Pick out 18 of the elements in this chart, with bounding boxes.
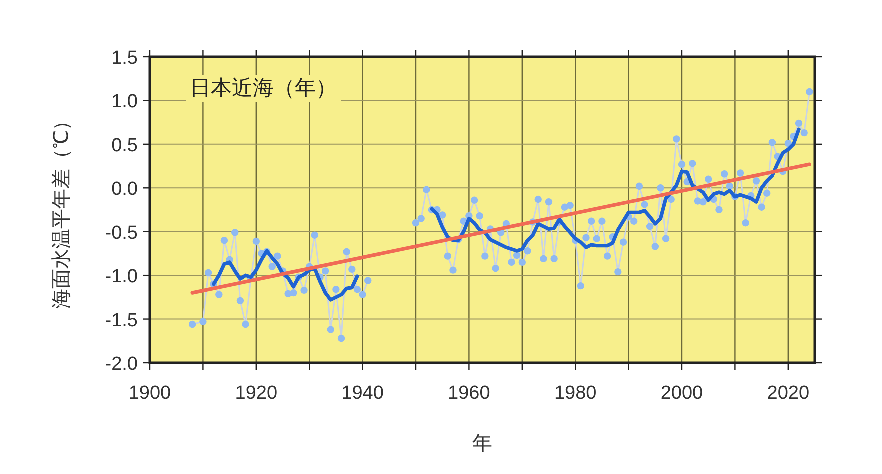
x-tick-label: 1920 — [235, 383, 278, 404]
y-axis-title: 海面水温平年差（℃） — [51, 111, 73, 309]
y-tick-label: -2.0 — [105, 354, 138, 375]
y-tick-label: 0.0 — [112, 179, 138, 200]
x-tick-label: 2000 — [660, 383, 704, 404]
x-tick-label: 1980 — [554, 383, 597, 404]
x-tick-label: 1940 — [342, 383, 384, 404]
x-tick-label: 2020 — [767, 383, 810, 404]
y-tick-label: -1.5 — [105, 310, 138, 332]
y-tick-label: 1.0 — [112, 92, 138, 113]
y-tick-label: 1.5 — [112, 48, 138, 69]
x-tick-label: 1900 — [128, 383, 172, 404]
y-tick-label: -1.0 — [105, 266, 138, 288]
y-tick-label: 0.5 — [112, 135, 138, 156]
x-axis-title: 年 — [472, 433, 492, 455]
x-tick-label: 1960 — [448, 383, 490, 404]
y-tick-label: -0.5 — [105, 222, 138, 244]
text: 日本近海（年） — [190, 77, 337, 100]
